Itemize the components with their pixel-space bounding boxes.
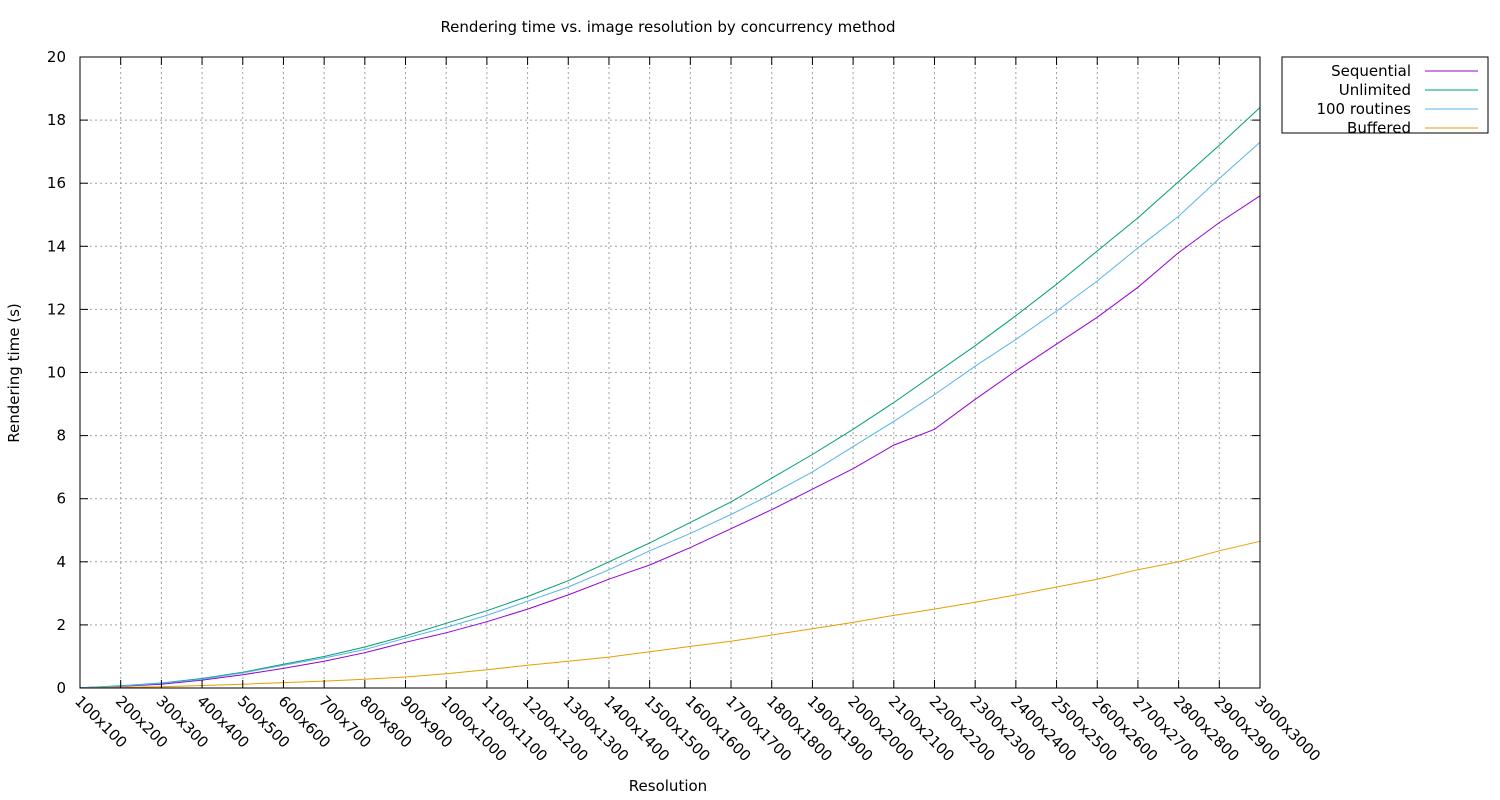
- y-axis-label: Rendering time (s): [5, 303, 23, 443]
- y-tick-label: 6: [56, 490, 66, 508]
- axis-ticks: [79, 56, 1261, 689]
- series-line-sequential: [79, 195, 1261, 689]
- legend-box: [1281, 56, 1489, 134]
- y-tick-label: 2: [56, 616, 66, 634]
- y-tick-label: 8: [56, 427, 66, 445]
- x-tick-labels: 100x100200x200300x300400x400500x500600x6…: [71, 692, 1324, 765]
- legend-label: Sequential: [1331, 62, 1411, 80]
- y-tick-labels: 0 2 4 6 8 10 12 14 16 18 20: [47, 48, 66, 697]
- y-tick-label: 18: [47, 111, 66, 129]
- series-line-100-routines: [79, 141, 1261, 689]
- y-tick-label: 10: [47, 364, 66, 382]
- legend-label: Buffered: [1347, 119, 1411, 137]
- series-lines: [79, 107, 1261, 689]
- legend-label: Unlimited: [1339, 81, 1411, 99]
- x-axis-label: Resolution: [629, 777, 707, 795]
- legend-label: 100 routines: [1316, 100, 1411, 118]
- grid: [80, 57, 1260, 688]
- y-tick-label: 0: [56, 679, 66, 697]
- y-tick-label: 20: [47, 48, 66, 66]
- y-tick-label: 16: [47, 174, 66, 192]
- series-line-unlimited: [79, 107, 1261, 689]
- chart-title: Rendering time vs. image resolution by c…: [440, 18, 895, 36]
- y-tick-label: 14: [47, 237, 66, 255]
- series-line-buffered: [79, 540, 1261, 689]
- y-tick-label: 4: [56, 553, 66, 571]
- y-tick-label: 12: [47, 300, 66, 318]
